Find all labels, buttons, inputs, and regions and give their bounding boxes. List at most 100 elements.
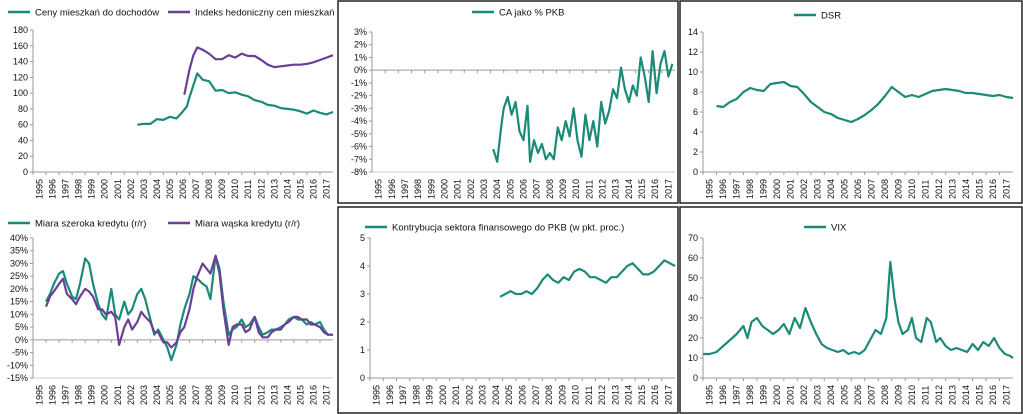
x-tick-label: 2006 [853,179,863,199]
x-tick-label: 2009 [893,179,903,199]
y-tick-label: -1% [351,78,367,88]
x-tick-label: 2009 [558,179,568,199]
x-tick-label: 2000 [439,179,449,199]
x-tick-label: 2007 [191,385,201,405]
series-line-0 [492,49,674,163]
chart-panel-credit: -15% -10% -5% 0% 5% 10% 15% 20% 25% 30% 35% 40% 1995… [0,206,337,414]
series-line-0 [703,260,1014,359]
x-tick-label: 1999 [425,385,435,405]
y-tick-label: 20 [18,151,28,161]
x-tick-label: 2015 [295,179,305,199]
x-tick-label: 2004 [826,179,836,199]
x-tick-label: 2010 [230,385,240,405]
x-tick-label: 2000 [100,179,110,199]
x-tick-label: 2013 [610,385,620,405]
y-tick-label: 14 [688,27,698,37]
y-tick-label: -4% [351,116,367,126]
x-tick-label: 2008 [204,385,214,405]
y-tick-label: 2% [354,40,367,50]
x-tick-label: 2017 [663,179,673,199]
x-tick-label: 2008 [545,179,555,199]
x-tick-label: 1995 [35,179,45,199]
chart-panel-dsr: 0 2 4 6 8 10 12 14 1995 1996 1997 1998 1999 2000 2001 2… [679,0,1023,204]
y-tick-label: 1 [360,345,365,355]
x-tick-label: 1998 [745,179,755,199]
x-tick-label: 2011 [243,180,253,199]
x-tick-label: 2015 [637,385,647,405]
y-tick-label: 10% [10,309,28,319]
x-tick-label: 2002 [126,385,136,405]
x-tick-label: 2009 [217,385,227,405]
x-tick-label: 2009 [557,385,567,405]
x-tick-label: 1999 [87,385,97,405]
chart-svg-vix: 0 10 20 30 40 50 60 70 1995 1996 1997 1998 1999 2000 2… [679,206,1023,414]
x-tick-label: 2000 [100,385,110,405]
x-tick-label: 1996 [718,179,728,199]
y-tick-label: 20 [688,333,698,343]
y-tick-label: 3% [354,27,367,37]
x-tick-label: 2004 [492,179,502,199]
legend-label: Indeks hedoniczny cen mieszkań [195,8,334,19]
x-tick-label: 2010 [907,179,917,199]
x-tick-label: 2011 [243,386,253,405]
y-tick-label: -5% [351,129,367,139]
x-tick-label: 2012 [256,179,266,199]
y-tick-label: 5 [360,233,365,243]
x-tick-label: 2002 [464,385,474,405]
x-tick-label: 2007 [866,385,876,405]
y-tick-label: 180 [13,25,28,35]
x-tick-label: 1998 [413,179,423,199]
x-tick-label: 1995 [705,179,715,199]
y-tick-label: 0 [693,167,698,177]
x-tick-label: 2008 [880,179,890,199]
y-tick-label: 0 [693,373,698,383]
y-tick-label: 2 [360,317,365,327]
x-tick-label: 2012 [934,385,944,405]
x-tick-label: 2012 [598,179,608,199]
x-tick-label: 2002 [126,179,136,199]
x-tick-label: 2015 [637,179,647,199]
x-tick-label: 2016 [308,385,318,405]
x-tick-label: 2003 [813,385,823,405]
x-tick-label: 2014 [961,385,971,405]
x-tick-label: 2017 [1001,385,1011,405]
x-tick-label: 1996 [48,179,58,199]
x-tick-label: 2001 [451,385,461,405]
legend-label: Kontrybucja sektora finansowego do PKB (… [392,223,624,234]
x-tick-label: 2009 [893,385,903,405]
y-tick-label: -15% [7,373,28,383]
x-tick-label: 1999 [87,179,97,199]
x-tick-label: 2000 [438,385,448,405]
x-tick-label: 2001 [113,179,123,199]
y-tick-label: 0 [360,373,365,383]
panel-frame [337,0,679,204]
x-tick-label: 2017 [321,179,331,199]
x-tick-label: 2016 [650,179,660,199]
x-tick-label: 2011 [920,180,930,199]
x-tick-label: 2017 [663,385,673,405]
y-tick-label: 60 [18,120,28,130]
legend-label: Miara wąska kredytu (r/r) [195,219,300,230]
x-tick-label: 2000 [772,385,782,405]
x-tick-label: 2005 [165,385,175,405]
y-tick-label: 25% [10,271,28,281]
x-tick-label: 2010 [571,179,581,199]
x-tick-label: 2013 [611,179,621,199]
x-tick-label: 2006 [178,385,188,405]
x-tick-label: 2006 [178,179,188,199]
x-tick-label: 2013 [947,385,957,405]
x-tick-label: 2012 [597,385,607,405]
y-tick-label: 140 [13,57,28,67]
chart-svg-financial-sector: 0 1 2 3 4 5 1995 1996 1997 1998 1999 2000 2001 2002 20… [337,206,679,414]
y-tick-label: 1% [354,52,367,62]
x-tick-label: 2009 [217,179,227,199]
x-tick-label: 2014 [961,179,971,199]
chart-panel-house-prices: 0 20 40 60 80 100 120 140 160 180 1995 1996 1997 1998… [0,0,337,204]
x-tick-label: 2014 [282,385,292,405]
x-tick-label: 1998 [745,385,755,405]
x-tick-label: 2013 [269,179,279,199]
y-tick-label: 30% [10,258,28,268]
x-tick-label: 1996 [385,385,395,405]
x-tick-label: 1996 [718,385,728,405]
